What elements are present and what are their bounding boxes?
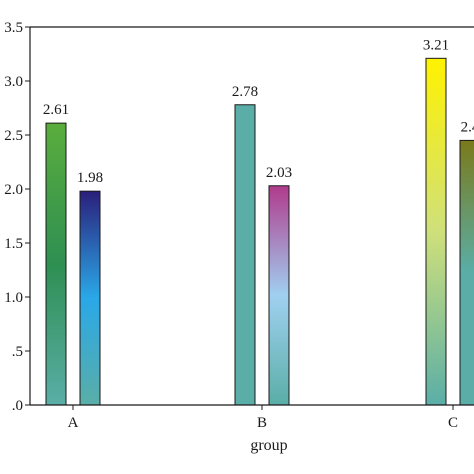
bar-value-label: 2.03 (266, 165, 292, 181)
y-tick-label: 3.0 (4, 74, 23, 90)
y-tick-label: 1.0 (4, 290, 23, 306)
x-tick-label: B (257, 415, 267, 431)
bar-value-label: 2.78 (232, 84, 258, 100)
bar-value-label: 3.21 (423, 37, 449, 53)
bar (459, 139, 474, 406)
x-tick-label: C (448, 415, 458, 431)
bar (425, 57, 447, 406)
y-tick-label: .5 (12, 344, 23, 360)
bar-value-label: 2.61 (43, 102, 69, 118)
bar-value-label: 1.98 (77, 170, 103, 186)
x-tick-label: A (68, 415, 79, 431)
x-axis-label: group (250, 437, 287, 454)
bar (45, 122, 67, 406)
bar-value-label: 2.4 (461, 119, 474, 135)
bar (234, 104, 256, 406)
bar (268, 185, 290, 406)
y-tick-label: .0 (12, 398, 23, 414)
y-tick-label: 2.5 (4, 128, 23, 144)
y-tick-label: 2.0 (4, 182, 23, 198)
y-tick-label: 1.5 (4, 236, 23, 252)
y-tick-label: 3.5 (4, 20, 23, 36)
bar (79, 190, 101, 406)
